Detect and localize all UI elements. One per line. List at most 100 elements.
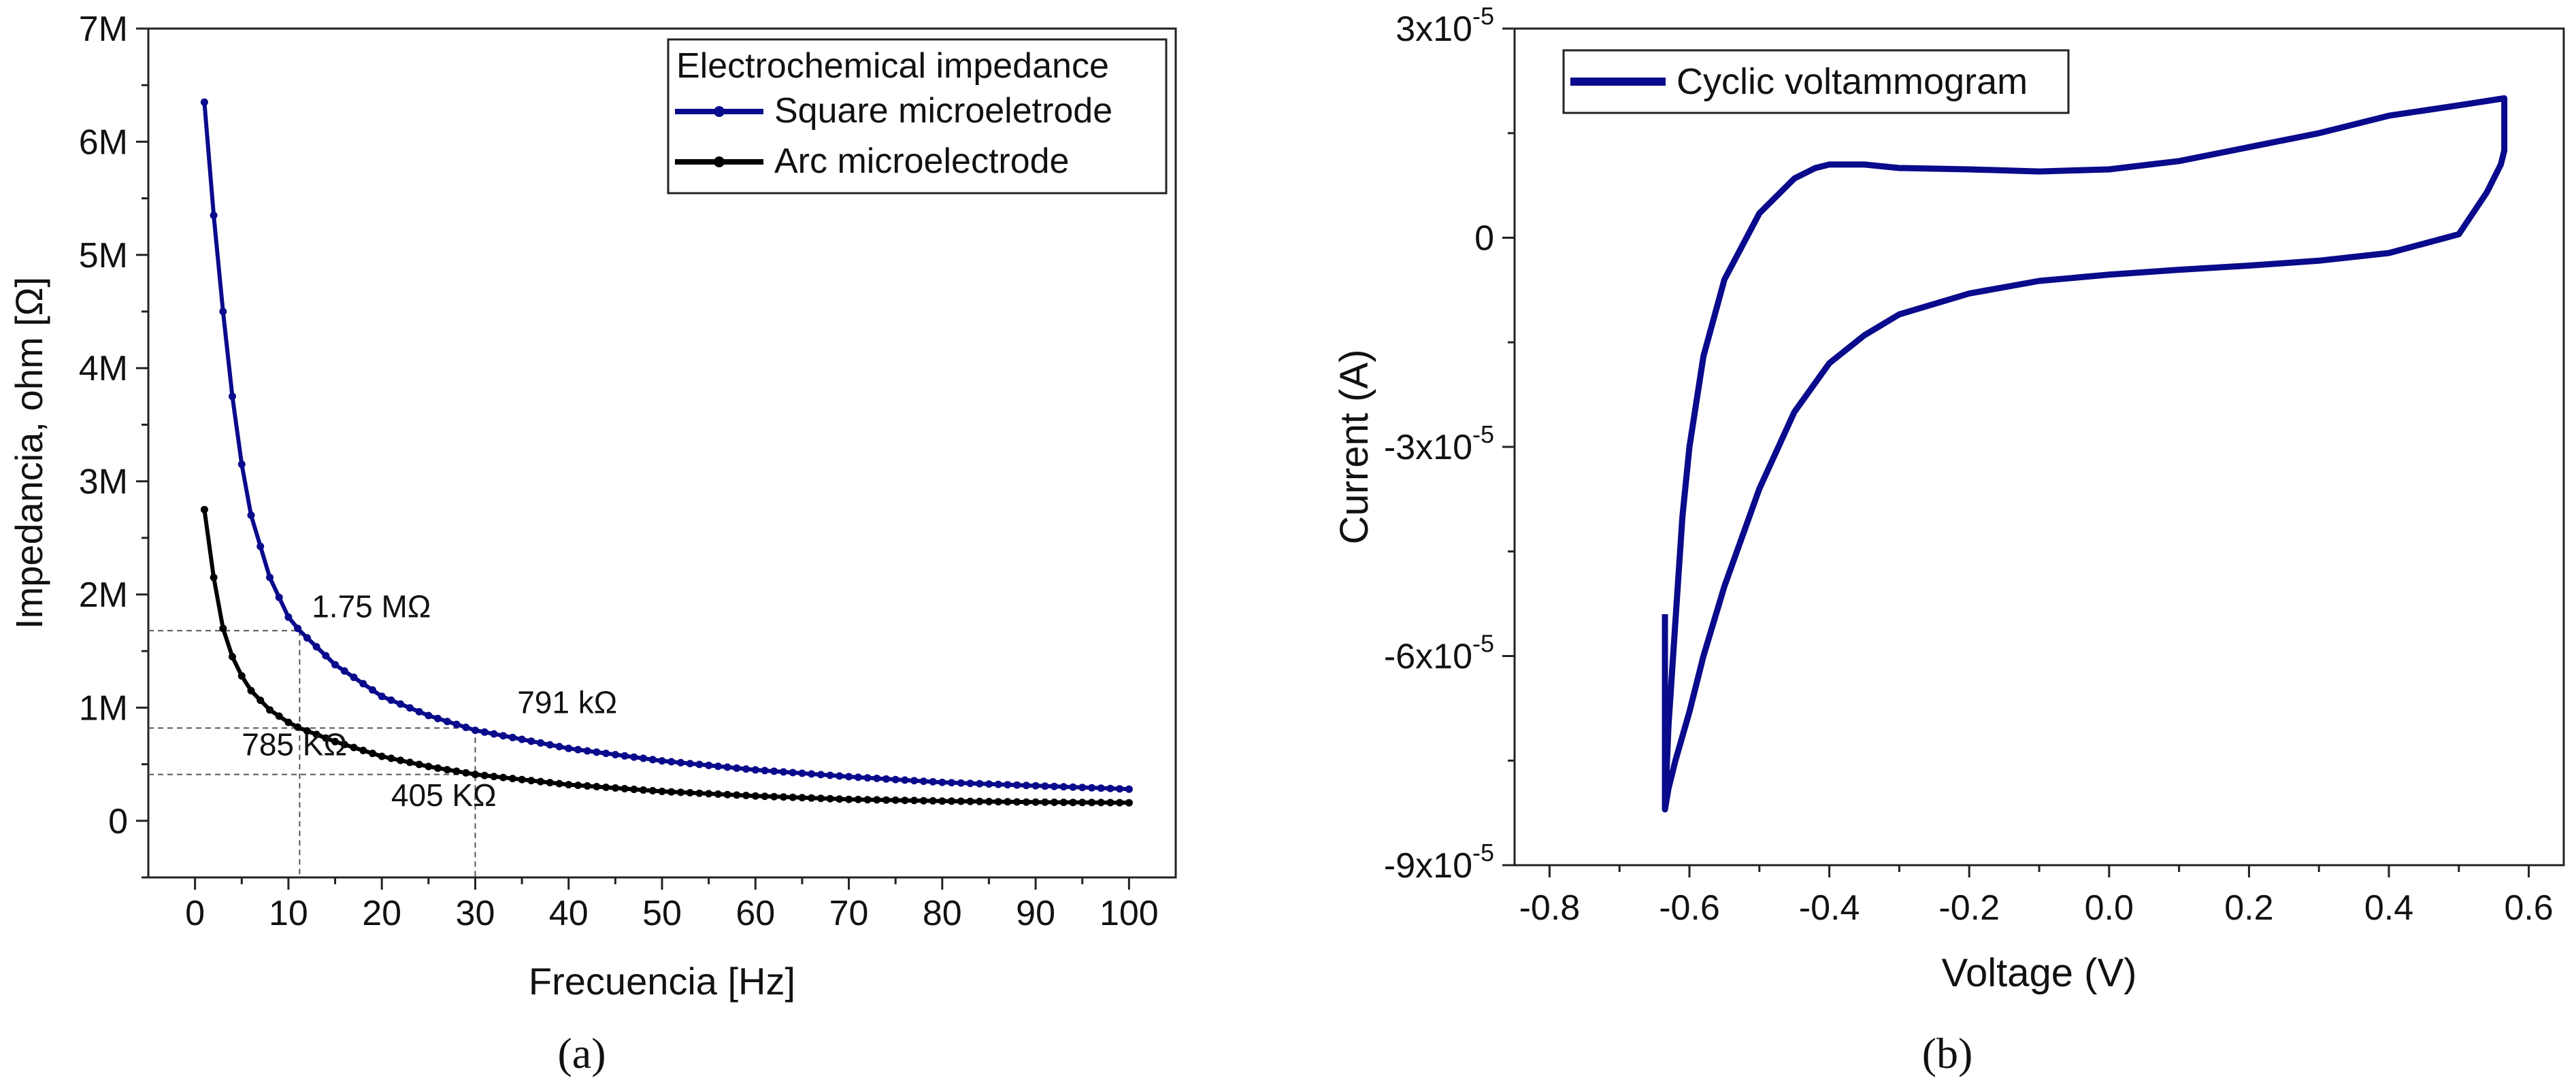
data-point-arc: [480, 771, 489, 779]
data-point-arc: [677, 788, 684, 796]
data-point-arc: [854, 795, 862, 803]
data-point-square: [350, 673, 358, 682]
legend-title-a: Electrochemical impedance: [676, 46, 1109, 86]
data-point-square: [331, 660, 339, 669]
data-point-square: [985, 780, 993, 788]
data-point-arc: [275, 712, 283, 720]
data-point-square: [508, 733, 516, 741]
data-point-square: [247, 511, 255, 519]
data-point-square: [387, 696, 395, 704]
data-point-arc: [826, 794, 834, 803]
data-point-square: [284, 613, 293, 621]
x-tick-label-a: 20: [362, 894, 401, 933]
data-point-arc: [985, 798, 993, 805]
data-point-square: [976, 779, 984, 788]
data-point-square: [415, 707, 423, 716]
data-point-square: [275, 593, 283, 601]
data-point-arc: [910, 796, 919, 805]
data-point-square: [1013, 781, 1021, 789]
data-point-arc: [761, 792, 769, 801]
data-point-arc: [882, 796, 890, 804]
y-tick-label-b: 0: [1474, 219, 1494, 258]
legend-entry-a: Square microeletrode: [774, 91, 1112, 131]
data-point-arc: [359, 746, 367, 754]
data-point-arc: [266, 706, 274, 714]
x-tick-label-b: 0.4: [2364, 888, 2413, 928]
data-point-square: [359, 679, 367, 688]
data-point-arc: [303, 727, 311, 735]
data-point-square: [845, 773, 853, 781]
plot-frame-b: [1513, 27, 2565, 867]
y-tick-label-a: 1M: [79, 688, 128, 728]
y-tick-label-b: -9x10-5: [1384, 839, 1494, 886]
data-point-square: [219, 307, 227, 316]
data-point-square: [518, 735, 526, 743]
legend-marker-a: [714, 106, 725, 117]
data-point-arc: [322, 734, 330, 742]
data-point-arc: [789, 793, 797, 801]
y-tick-label-a: 0: [108, 802, 128, 841]
x-tick-label-a: 70: [829, 894, 869, 933]
data-point-square: [723, 763, 731, 771]
data-point-arc: [705, 790, 713, 798]
data-point-arc: [443, 766, 451, 774]
data-point-arc: [994, 798, 1002, 806]
x-tick-label-a: 90: [1016, 894, 1055, 933]
y-tick-label-b: 3x10-5: [1396, 2, 1494, 49]
data-point-square: [537, 739, 544, 747]
data-point-square: [527, 737, 535, 745]
data-point-square: [229, 392, 236, 401]
x-tick-label-a: 0: [185, 894, 205, 933]
data-point-square: [733, 764, 741, 772]
data-point-arc: [648, 787, 657, 794]
data-point-square: [948, 779, 955, 787]
x-tick-label-b: -0.4: [1799, 888, 1860, 928]
data-point-arc: [723, 790, 731, 799]
data-point-arc: [621, 785, 629, 792]
data-point-square: [1004, 781, 1012, 789]
data-point-square: [695, 760, 704, 769]
data-point-arc: [555, 779, 563, 788]
data-point-square: [1022, 782, 1030, 790]
data-point-square: [611, 751, 619, 758]
data-point-square: [369, 686, 376, 694]
annotation-label: 791 kΩ: [517, 685, 617, 720]
data-point-square: [640, 754, 647, 762]
data-point-square: [891, 775, 899, 784]
data-point-arc: [229, 653, 236, 660]
data-point-square: [780, 768, 787, 776]
data-point-arc: [200, 505, 208, 514]
x-tick-label-a: 80: [923, 894, 962, 933]
data-point-square: [873, 774, 881, 782]
data-point-arc: [798, 794, 806, 802]
data-point-square: [322, 652, 330, 660]
data-point-square: [677, 758, 684, 767]
data-point-arc: [219, 624, 227, 633]
x-tick-label-b: 0.2: [2224, 888, 2273, 928]
data-point-square: [761, 767, 769, 775]
data-point-square: [378, 692, 386, 701]
panel-a-impedance-chart: 0 10 20 30 40 50 60 70 80 90 100 0 1M 2M 3M 4M 5M 6M 7M Fre…: [7, 10, 1177, 1077]
data-point-arc: [1106, 799, 1114, 807]
data-point-arc: [369, 750, 376, 758]
data-point-arc: [574, 782, 582, 790]
data-point-arc: [237, 672, 246, 680]
data-point-square: [565, 744, 573, 752]
data-point-square: [574, 745, 582, 754]
data-point-arc: [406, 758, 414, 767]
data-point-arc: [1051, 799, 1058, 806]
data-point-square: [1125, 785, 1133, 793]
data-point-square: [816, 771, 825, 779]
x-tick-label-a: 60: [736, 894, 775, 933]
data-point-arc: [845, 795, 853, 803]
data-point-arc: [1004, 798, 1012, 806]
y-tick-label-a: 3M: [79, 463, 128, 502]
x-tick-label-a: 30: [456, 894, 495, 933]
data-point-arc: [901, 796, 909, 805]
data-point-arc: [284, 718, 293, 726]
data-point-arc: [527, 777, 535, 785]
y-tick-label-a: 2M: [79, 575, 128, 615]
data-point-square: [294, 624, 302, 633]
data-point-square: [798, 769, 806, 777]
data-point-square: [1041, 782, 1049, 790]
